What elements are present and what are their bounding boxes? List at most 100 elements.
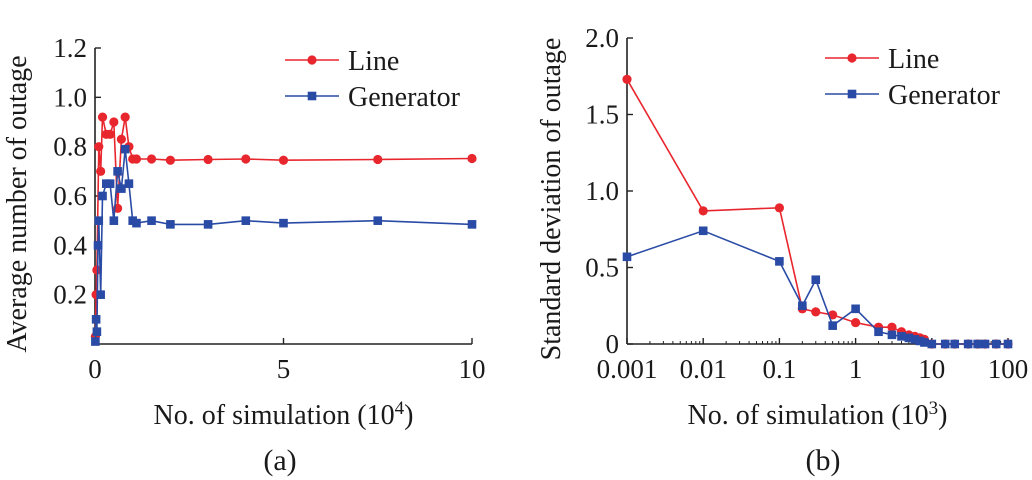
data-point-line [887, 322, 897, 332]
data-point-line [373, 154, 383, 165]
panel-caption: (b) [806, 444, 841, 477]
data-point-line [278, 155, 289, 165]
y-tick-label: 0 [606, 329, 620, 359]
data-point-line [109, 117, 119, 127]
chart-panel-b: 0 0.5 1.0 1.5 2.0 0.001 0.01 0.1 1 10 100 No. of si… [536, 23, 1028, 477]
data-point-line [97, 112, 108, 122]
x-axis-label: No. of simulation (103) [688, 398, 948, 432]
legend-label: Line [888, 44, 939, 75]
legend-marker [307, 55, 317, 65]
data-point-generator [910, 335, 920, 344]
data-point-line [165, 155, 175, 165]
x-tick-label: 0 [88, 354, 102, 384]
panel-caption: (a) [263, 444, 296, 477]
data-point-generator [96, 290, 105, 299]
data-point-line [698, 206, 708, 216]
data-point-generator [920, 338, 929, 347]
x-tick-label: 10 [918, 354, 945, 384]
data-point-generator [973, 339, 982, 349]
data-point-generator [622, 252, 632, 262]
data-point-line [146, 154, 157, 164]
y-axis-label: Average number of outage [2, 55, 33, 352]
data-point-generator [117, 184, 126, 193]
data-point-generator [166, 220, 175, 229]
data-point-generator [94, 216, 104, 225]
data-point-line [131, 154, 142, 164]
data-point-generator [132, 218, 141, 228]
data-point-generator [828, 321, 837, 330]
data-point-generator [203, 220, 213, 229]
data-point-generator [113, 167, 122, 176]
y-tick-label: 2.0 [585, 23, 619, 53]
data-point-generator [120, 144, 130, 154]
x-tick-label: 100 [988, 354, 1029, 384]
data-point-generator [874, 327, 883, 337]
y-tick-label: 0.5 [585, 253, 619, 283]
data-point-line [467, 153, 477, 164]
x-tick-label: 0.001 [597, 354, 658, 384]
y-axis-label: Standard deviation of outage [536, 38, 567, 361]
y-tick-label: 1.0 [53, 82, 87, 112]
data-point-line [851, 317, 861, 328]
x-axis-label: No. of simulation (104) [154, 398, 414, 432]
series-line-generator [626, 229, 1008, 345]
y-tick-label: 0.6 [53, 181, 87, 211]
legend-marker [307, 91, 317, 101]
y-tick-label: 1.5 [585, 100, 619, 130]
x-tick-label: 5 [277, 354, 291, 384]
data-point-generator [897, 332, 906, 341]
data-point-generator [241, 216, 251, 225]
data-point-generator [887, 330, 897, 340]
series-line-line [94, 116, 473, 337]
data-point-generator [147, 216, 156, 225]
data-point-line [811, 307, 821, 317]
data-point-line [92, 265, 102, 275]
legend-marker [847, 53, 857, 63]
y-tick-label: 1.2 [53, 33, 87, 63]
data-point-generator [109, 216, 119, 225]
series-line-generator [94, 149, 473, 342]
data-point-generator [904, 333, 914, 343]
y-tick-label: 0.4 [53, 230, 87, 260]
data-point-line [94, 142, 104, 152]
data-point-generator [91, 337, 100, 346]
data-point-generator [698, 226, 708, 236]
data-point-generator [92, 327, 102, 336]
x-tick-label: 10 [459, 354, 486, 384]
data-point-generator [950, 339, 960, 349]
data-point-generator [93, 241, 103, 250]
data-point-generator [1003, 339, 1013, 349]
data-point-generator [851, 304, 860, 314]
series-line-line [626, 78, 1008, 345]
x-tick-label: 0.01 [680, 354, 727, 384]
x-tick-label: 1 [849, 354, 863, 384]
data-point-line [105, 129, 115, 139]
data-point-generator [373, 216, 383, 225]
data-point-generator [98, 191, 107, 201]
legend-label: Generator [888, 80, 1001, 111]
data-point-line [774, 203, 785, 213]
data-point-generator [775, 257, 784, 266]
data-point-generator [105, 179, 115, 188]
data-point-generator [124, 179, 134, 188]
data-point-generator [91, 315, 101, 324]
data-point-generator [963, 339, 973, 349]
data-point-generator [915, 336, 925, 346]
y-tick-label: 0.2 [53, 280, 87, 310]
y-tick-label: 1.0 [585, 176, 619, 206]
data-point-line [96, 166, 106, 176]
data-point-line [120, 112, 130, 122]
data-point-line [622, 74, 632, 84]
data-point-generator [980, 339, 990, 349]
data-point-line [241, 154, 251, 164]
chart-panel-a: 0.2 0.4 0.6 0.8 1.0 1.2 0 5 10 No. of simulation … [2, 33, 486, 477]
data-point-line [203, 154, 213, 165]
data-point-generator [927, 339, 937, 349]
data-point-line [116, 134, 126, 144]
data-point-generator [940, 339, 950, 349]
legend-label: Generator [348, 82, 461, 113]
data-point-generator [279, 218, 288, 228]
x-tick-label: 0.1 [763, 354, 797, 384]
legend-label: Line [348, 46, 399, 77]
